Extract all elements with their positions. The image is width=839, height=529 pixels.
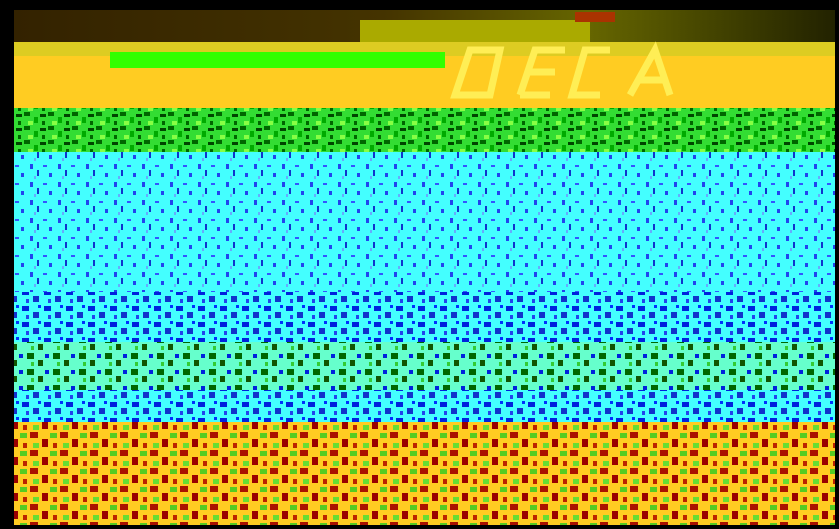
noise-band <box>14 108 835 152</box>
noise-band <box>14 390 835 422</box>
progress-bar <box>110 52 445 68</box>
noise-band <box>14 292 835 342</box>
title-bar-icon <box>575 12 615 22</box>
noise-band <box>14 422 835 525</box>
title-bar-segment <box>360 20 590 42</box>
noise-band <box>14 342 835 390</box>
logo-shapes <box>450 41 674 99</box>
noise-band <box>14 152 835 292</box>
